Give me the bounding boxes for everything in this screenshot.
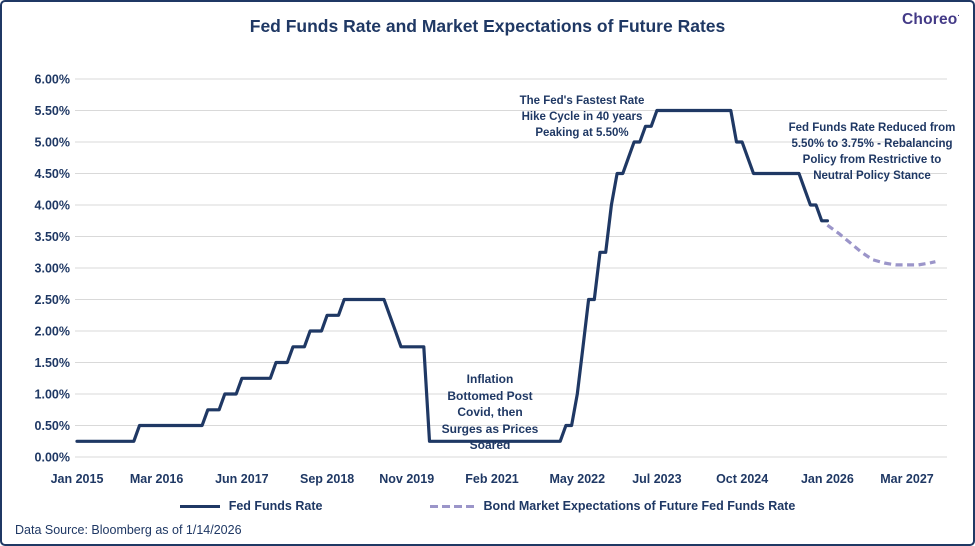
svg-text:Nov 2019: Nov 2019: [379, 472, 434, 486]
svg-text:Jan 2015: Jan 2015: [51, 472, 104, 486]
chart-legend: Fed Funds Rate Bond Market Expectations …: [2, 499, 973, 513]
annotation-rate-reduction: Fed Funds Rate Reduced from 5.50% to 3.7…: [788, 122, 956, 182]
data-source-note: Data Source: Bloomberg as of 1/14/2026: [15, 523, 242, 537]
svg-text:5.50%: 5.50%: [35, 104, 70, 118]
choreo-logo: Choreo·: [902, 11, 960, 29]
svg-text:3.50%: 3.50%: [35, 230, 70, 244]
svg-text:Oct 2024: Oct 2024: [716, 472, 768, 486]
svg-text:Mar 2016: Mar 2016: [130, 472, 184, 486]
svg-text:6.00%: 6.00%: [35, 73, 70, 87]
dashed-line-swatch: [430, 504, 475, 508]
annotation-peak: The Fed's Fastest Rate Hike Cycle in 40 …: [519, 95, 645, 139]
legend-label-expectations: Bond Market Expectations of Future Fed F…: [483, 499, 796, 513]
svg-text:Jul 2023: Jul 2023: [632, 472, 681, 486]
legend-label-fed-funds: Fed Funds Rate: [228, 499, 323, 513]
svg-text:3.00%: 3.00%: [35, 262, 70, 276]
svg-text:Sep 2018: Sep 2018: [300, 472, 354, 486]
svg-text:May 2022: May 2022: [549, 472, 605, 486]
svg-text:4.50%: 4.50%: [35, 167, 70, 181]
solid-line-swatch: [179, 504, 220, 508]
svg-text:0.00%: 0.00%: [35, 451, 70, 465]
svg-text:4.00%: 4.00%: [35, 199, 70, 213]
svg-text:2.50%: 2.50%: [35, 293, 70, 307]
svg-text:Feb 2021: Feb 2021: [465, 472, 519, 486]
svg-text:0.50%: 0.50%: [35, 419, 70, 433]
svg-text:Jan 2026: Jan 2026: [801, 472, 854, 486]
legend-item-expectations: Bond Market Expectations of Future Fed F…: [430, 499, 795, 513]
annotation-inflation: Inflation Bottomed Post Covid, then Surg…: [441, 372, 539, 453]
page-title: Fed Funds Rate and Market Expectations o…: [249, 16, 726, 36]
svg-text:1.50%: 1.50%: [35, 356, 70, 370]
svg-text:Mar 2027: Mar 2027: [880, 472, 934, 486]
svg-text:Jun 2017: Jun 2017: [215, 472, 269, 486]
svg-text:2.00%: 2.00%: [35, 325, 70, 339]
legend-item-fed-funds: Fed Funds Rate: [179, 499, 323, 513]
choreo-logo-text: Choreo: [902, 11, 958, 28]
svg-text:5.00%: 5.00%: [35, 136, 70, 150]
trademark-mark: ·: [957, 12, 960, 20]
svg-text:1.00%: 1.00%: [35, 388, 70, 402]
